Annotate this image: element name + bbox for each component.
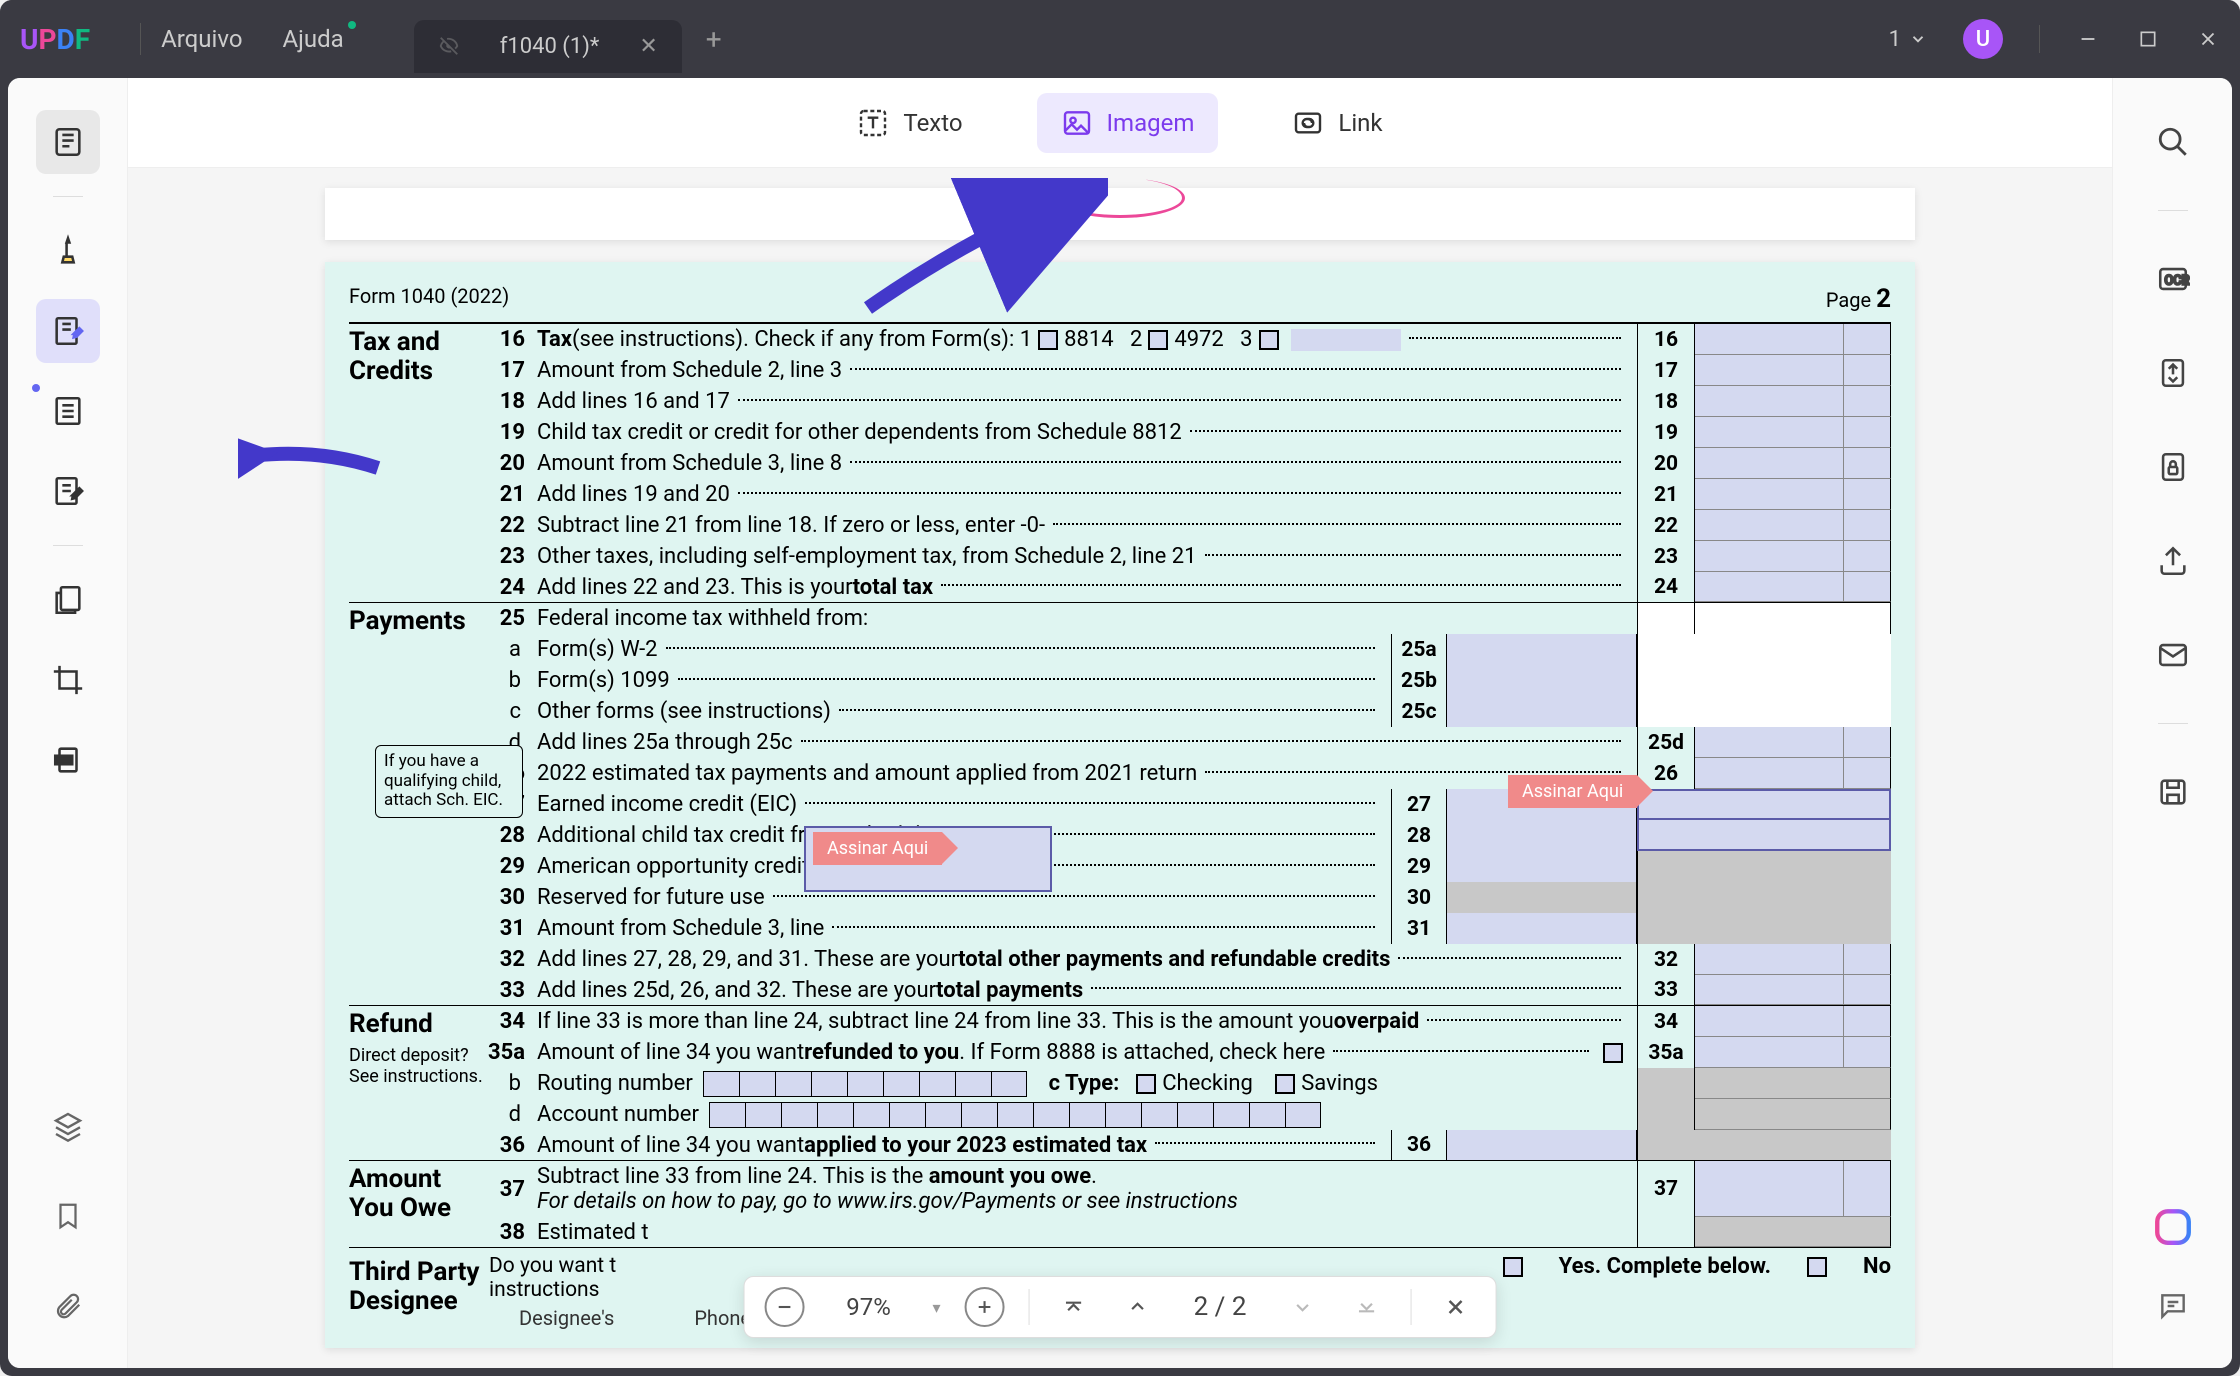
edit-tool[interactable] [36,299,100,363]
form-header: Form 1040 (2022) Page 2 [349,280,1891,322]
zoom-page-bar: 97% ▾ 2 / 2 [744,1276,1497,1338]
form-tool[interactable] [36,459,100,523]
tab-close-icon[interactable]: ✕ [639,34,657,59]
annotate-tool[interactable] [36,219,100,283]
amt-label-16: 16 [1637,324,1695,355]
zoom-dropdown[interactable]: ▾ [933,1298,941,1317]
crop-tool[interactable] [36,648,100,712]
convert-button[interactable] [2141,341,2205,405]
zoom-in-button[interactable] [965,1287,1005,1327]
menu-arquivo[interactable]: Arquivo [161,25,242,53]
close-button[interactable] [2196,27,2220,51]
routing-number-field[interactable] [703,1071,1027,1097]
page-counter: 2 / 2 [1182,1292,1259,1322]
line-16-desc: Tax (see instructions). Check if any fro… [537,324,1637,355]
page-1-stub [325,188,1915,240]
bookmark-button[interactable] [36,1184,100,1248]
account-number-field[interactable] [709,1102,1321,1128]
right-sidebar: OCR [2112,78,2232,1368]
annotation-arrow-2 [238,428,388,488]
section-tax-credits: Tax and Credits [349,324,489,328]
signature-tag-2[interactable]: Assinar Aqui [813,832,942,865]
section-refund: RefundDirect deposit? See instructions. [349,1006,489,1010]
link-icon [1292,107,1324,139]
left-sidebar [8,78,128,1368]
menu-ajuda[interactable]: Ajuda [283,25,344,53]
redact-tool[interactable] [36,728,100,792]
app-logo: UPDF [20,23,90,56]
tab-title: f1040 (1)* [500,34,600,59]
page-indicator[interactable]: 1 [1889,27,1927,52]
eic-note: If you have a qualifying child, attach S… [375,745,523,818]
layers-button[interactable] [36,1094,100,1158]
chevron-down-icon [1909,30,1927,48]
page-2: Form 1040 (2022) Page 2 Tax and Credits … [325,262,1915,1348]
new-tab-button[interactable]: + [706,23,722,56]
attachment-button[interactable] [36,1274,100,1338]
titlebar: UPDF Arquivo Ajuda f1040 (1)* ✕ + 1 U [0,0,2240,78]
user-avatar[interactable]: U [1963,19,2003,59]
edit-toolbar: Texto Imagem Link [128,78,2112,168]
svg-text:OCR: OCR [2164,274,2189,289]
search-button[interactable] [2141,110,2205,174]
signature-tag-1[interactable]: Assinar Aqui [1508,775,1637,808]
prev-page-button[interactable] [1118,1287,1158,1327]
next-page-button[interactable] [1282,1287,1322,1327]
link-tool-button[interactable]: Link [1268,93,1406,153]
tp-no-checkbox[interactable] [1807,1257,1827,1277]
line-num-16: 16 [489,324,537,355]
section-third-party: Third Party Designee [349,1254,489,1258]
reader-tool[interactable] [36,110,100,174]
email-button[interactable] [2141,623,2205,687]
minimize-button[interactable] [2076,27,2100,51]
image-icon [1061,107,1093,139]
first-page-button[interactable] [1054,1287,1094,1327]
last-page-button[interactable] [1346,1287,1386,1327]
share-button[interactable] [2141,529,2205,593]
ai-assistant-icon[interactable] [2152,1206,2194,1248]
eye-off-icon [438,35,460,57]
protect-button[interactable] [2141,435,2205,499]
document-tab[interactable]: f1040 (1)* ✕ [414,20,682,73]
maximize-button[interactable] [2136,27,2160,51]
pages-tool[interactable] [36,568,100,632]
section-amount-owe: Amount You Owe [349,1161,489,1165]
image-tool-button[interactable]: Imagem [1037,93,1219,153]
ocr-button[interactable]: OCR [2141,247,2205,311]
zoom-value: 97% [829,1293,909,1321]
close-bar-button[interactable] [1435,1287,1475,1327]
text-tool-button[interactable]: Texto [833,93,986,153]
document-area[interactable]: Form 1040 (2022) Page 2 Tax and Credits … [128,168,2112,1368]
text-icon [857,107,889,139]
zoom-out-button[interactable] [765,1287,805,1327]
section-payments: Payments [349,603,489,607]
save-button[interactable] [2141,760,2205,824]
document-viewport: Texto Imagem Link [128,78,2112,1368]
comment-button[interactable] [2141,1274,2205,1338]
organize-tool[interactable] [36,379,100,443]
tp-yes-checkbox[interactable] [1503,1257,1523,1277]
annotation-arrow-1 [848,178,1108,318]
amt-16[interactable] [1695,324,1891,355]
